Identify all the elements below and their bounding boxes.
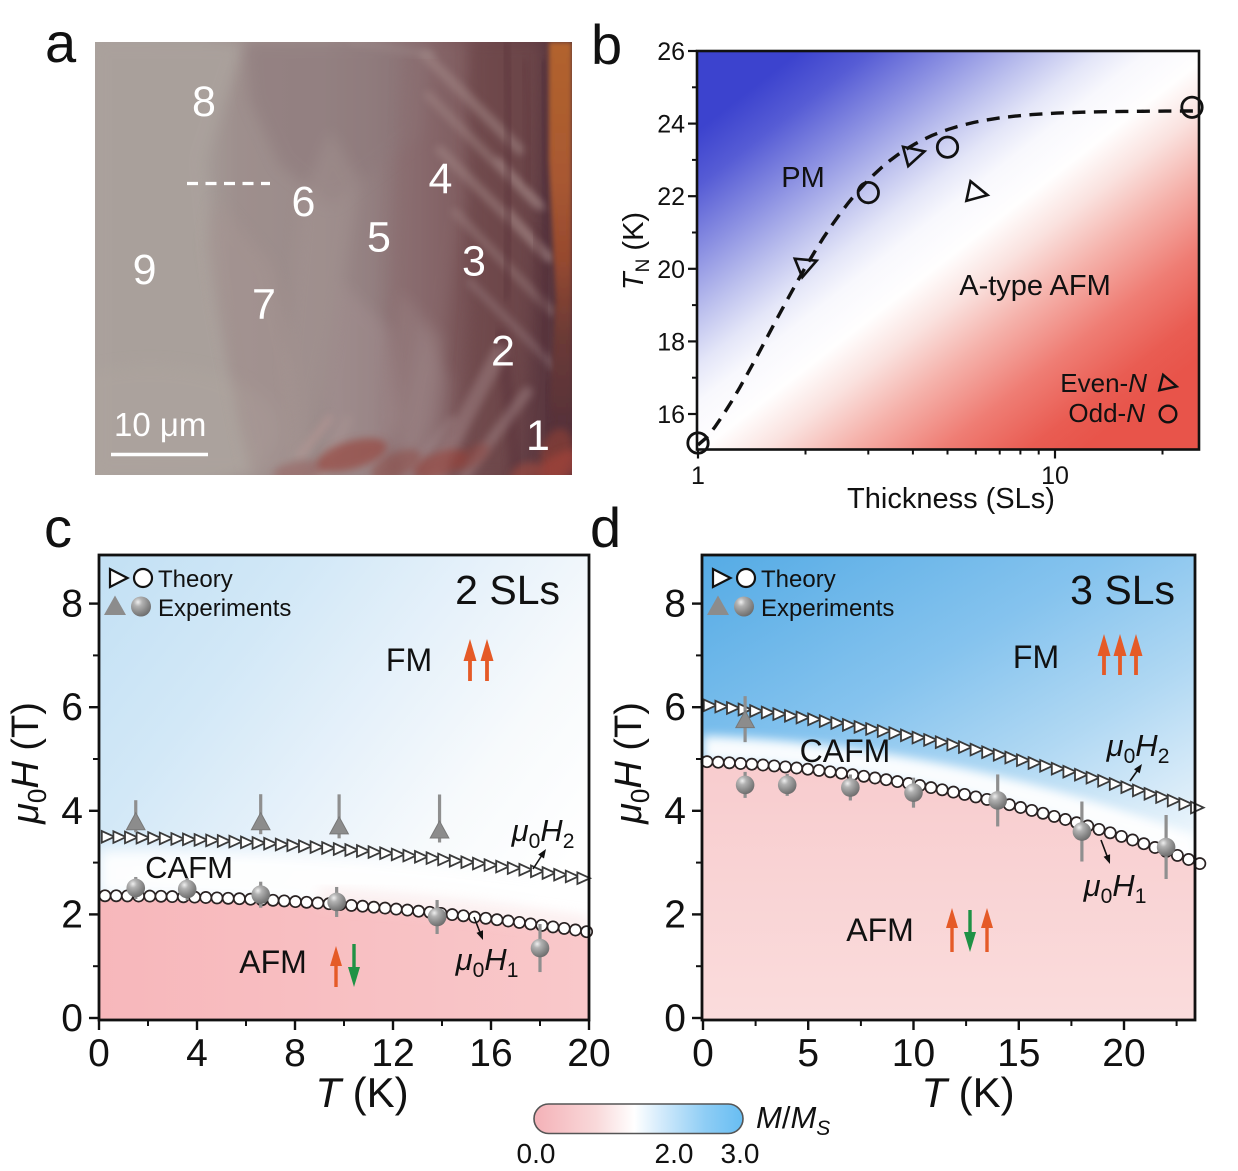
svg-text:6: 6: [61, 686, 83, 729]
svg-text:2 SLs: 2 SLs: [455, 567, 560, 613]
svg-text:15: 15: [997, 1032, 1040, 1075]
svg-text:2: 2: [664, 893, 686, 936]
svg-text:7: 7: [252, 281, 276, 329]
svg-text:Experiments: Experiments: [158, 595, 291, 622]
svg-text:a: a: [45, 11, 77, 74]
svg-text:1: 1: [691, 462, 705, 490]
svg-text:20: 20: [567, 1032, 610, 1075]
svg-text:AFM: AFM: [846, 912, 914, 948]
svg-text:Experiments: Experiments: [761, 595, 894, 622]
svg-text:3: 3: [462, 238, 486, 286]
svg-text:2: 2: [61, 893, 83, 936]
svg-text:5: 5: [797, 1032, 819, 1075]
svg-text:PM: PM: [781, 162, 825, 194]
svg-text:0: 0: [692, 1032, 714, 1075]
svg-text:M/MS: M/MS: [756, 1100, 830, 1140]
svg-text:FM: FM: [1013, 639, 1059, 675]
svg-text:CAFM: CAFM: [800, 733, 891, 769]
svg-text:μ0H1: μ0H1: [1083, 868, 1147, 908]
svg-text:d: d: [590, 496, 621, 559]
svg-text:1: 1: [526, 412, 550, 460]
svg-text:Theory: Theory: [158, 566, 233, 593]
svg-text:8: 8: [192, 78, 216, 126]
svg-text:8: 8: [61, 583, 83, 626]
svg-text:26: 26: [657, 38, 685, 66]
svg-text:AFM: AFM: [239, 944, 307, 980]
svg-text:10 μm: 10 μm: [114, 406, 206, 443]
svg-text:18: 18: [657, 328, 685, 356]
svg-text:μ0H (T): μ0H (T): [608, 702, 655, 825]
svg-text:10: 10: [892, 1032, 935, 1075]
svg-text:Odd-N: Odd-N: [1068, 398, 1145, 428]
svg-text:CAFM: CAFM: [145, 850, 233, 885]
svg-text:c: c: [44, 496, 72, 559]
svg-text:4: 4: [664, 790, 686, 833]
svg-text:A-type AFM: A-type AFM: [959, 270, 1111, 302]
svg-text:3.0: 3.0: [721, 1138, 760, 1169]
svg-text:8: 8: [664, 583, 686, 626]
svg-text:Thickness (SLs): Thickness (SLs): [847, 483, 1055, 515]
svg-text:μ0H1: μ0H1: [455, 942, 519, 982]
svg-text:FM: FM: [386, 642, 432, 678]
svg-text:μ0H2: μ0H2: [1106, 728, 1170, 768]
svg-text:24: 24: [657, 111, 685, 139]
svg-text:20: 20: [1102, 1032, 1145, 1075]
svg-text:2.0: 2.0: [655, 1138, 694, 1169]
svg-text:16: 16: [469, 1032, 512, 1075]
svg-text:4: 4: [429, 155, 453, 203]
svg-text:0: 0: [88, 1032, 110, 1075]
svg-text:4: 4: [186, 1032, 208, 1075]
svg-text:Theory: Theory: [761, 566, 836, 593]
svg-text:μ0H2: μ0H2: [511, 813, 575, 853]
svg-text:4: 4: [61, 790, 83, 833]
svg-text:2: 2: [491, 328, 515, 376]
svg-text:b: b: [591, 13, 622, 76]
svg-text:12: 12: [371, 1032, 414, 1075]
svg-text:22: 22: [657, 183, 685, 211]
svg-text:0: 0: [664, 997, 686, 1040]
svg-text:Even-N: Even-N: [1060, 368, 1147, 398]
svg-text:20: 20: [657, 256, 685, 284]
svg-text:0: 0: [61, 997, 83, 1040]
svg-text:T (K): T (K): [921, 1069, 1014, 1116]
svg-text:0.0: 0.0: [517, 1138, 556, 1169]
svg-text:6: 6: [292, 178, 316, 226]
svg-text:5: 5: [367, 214, 391, 262]
svg-text:3 SLs: 3 SLs: [1070, 567, 1175, 613]
svg-text:16: 16: [657, 401, 685, 429]
svg-text:9: 9: [133, 246, 157, 294]
svg-text:10: 10: [1041, 462, 1069, 490]
svg-text:8: 8: [284, 1032, 306, 1075]
svg-text:μ0H (T): μ0H (T): [5, 702, 52, 825]
svg-text:TN (K): TN (K): [618, 212, 654, 290]
svg-text:T (K): T (K): [315, 1069, 408, 1116]
svg-text:6: 6: [664, 686, 686, 729]
